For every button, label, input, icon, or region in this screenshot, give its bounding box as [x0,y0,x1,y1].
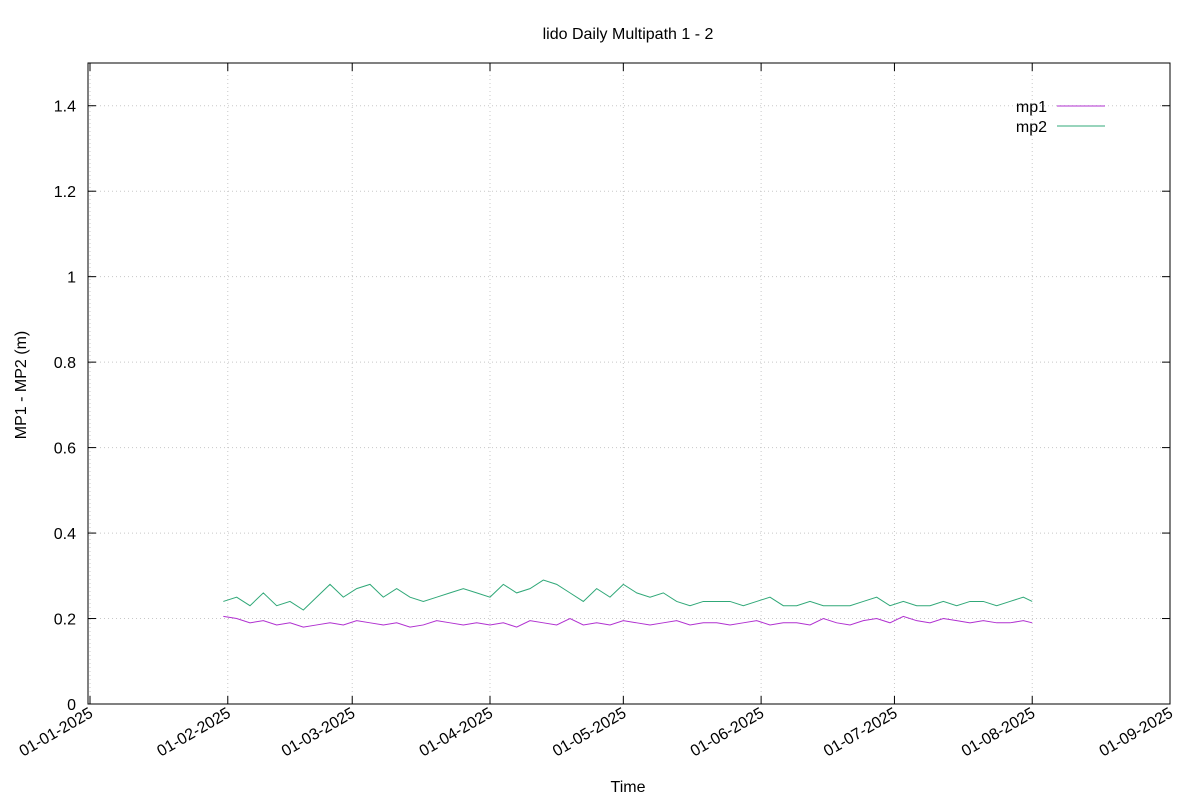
y-tick-label: 0.6 [54,441,76,458]
plot-frame [87,62,1171,705]
y-tick-label: 0.2 [54,612,76,629]
y-tick-label: 1.4 [54,99,76,116]
series-line [223,579,1033,611]
x-axis-label: Time [611,779,646,796]
series-line [223,615,1033,628]
y-tick-label: 0.8 [54,355,76,372]
y-tick-label: 0.4 [54,526,76,543]
legend-label: mp1 [1016,99,1047,116]
plot [223,579,1033,628]
chart-title: lido Daily Multipath 1 - 2 [543,26,714,43]
y-axis-label: MP1 - MP2 (m) [13,331,30,439]
y-tick-label: 1.2 [54,184,76,201]
legend-label: mp2 [1016,119,1047,136]
y-tick-label: 0 [67,697,76,714]
y-tick-label: 1 [67,270,76,287]
